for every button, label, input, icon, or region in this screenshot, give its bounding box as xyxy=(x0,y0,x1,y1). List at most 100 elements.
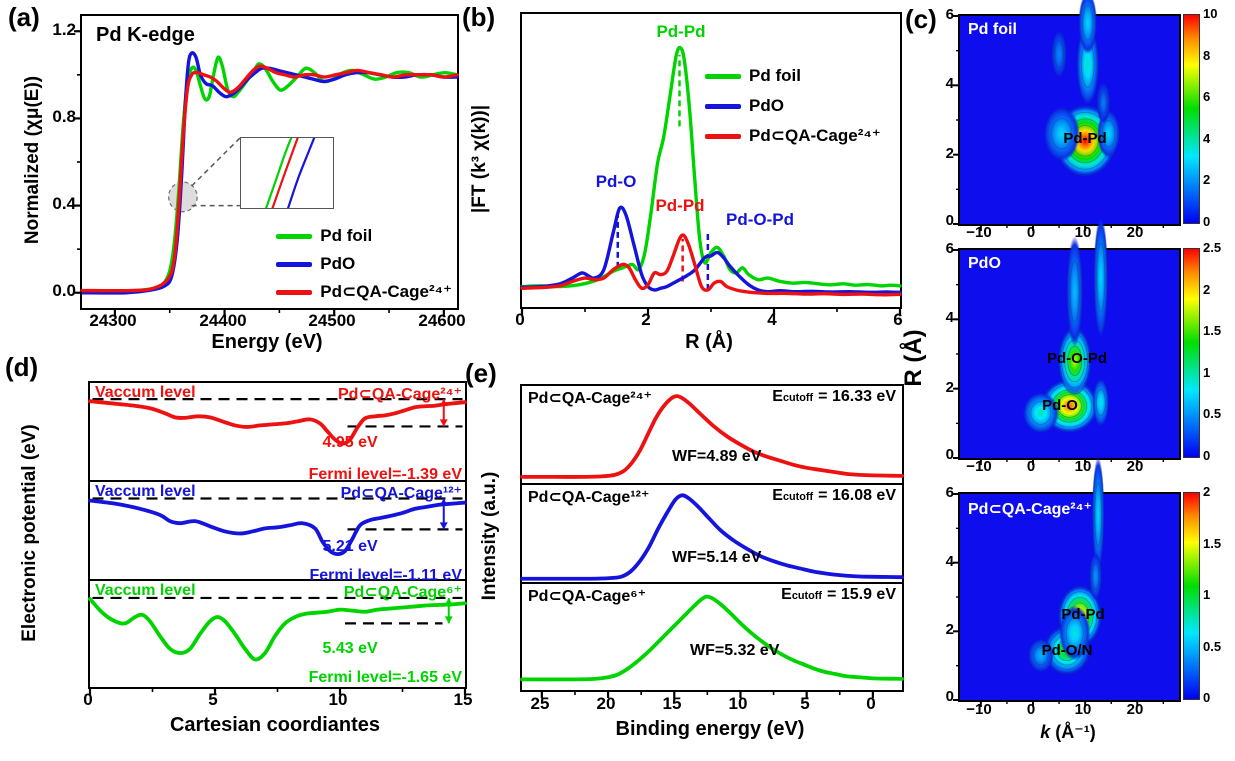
panel-d-label: (d) xyxy=(5,352,39,382)
panel-c-label: (c) xyxy=(905,4,937,34)
legend-label: Pd foil xyxy=(320,226,373,245)
legend-line-red xyxy=(705,133,741,139)
y-tick-label: 0.0 xyxy=(52,281,76,300)
heatmap-label-pd-pd: Pd-Pd xyxy=(1063,130,1107,147)
panel-a-plot: Pd K-edge Pd foil PdO Pd⊂QA-Cage²⁴⁺ xyxy=(74,14,459,316)
y-tick-label: 6 xyxy=(945,6,954,23)
k-symbol: k xyxy=(1040,722,1051,742)
colorbar-tick: 0.5 xyxy=(1203,406,1222,422)
workfunction-gap-label: 5.43 eV xyxy=(322,640,378,658)
x-tick-label: 0 xyxy=(1026,701,1036,718)
y-tick-label: 4 xyxy=(945,553,954,570)
workfunction-label: WF=4.89 eV xyxy=(672,448,762,465)
panel-a-legend: Pd foil PdO Pd⊂QA-Cage²⁴⁺ xyxy=(276,226,452,302)
y-tick-label: 4 xyxy=(945,309,954,326)
workfunction-gap-label: 5.21 eV xyxy=(322,537,378,555)
colorbar xyxy=(1183,492,1200,700)
cutoff-value: = 16.08 eV xyxy=(818,487,896,504)
panel-d-chart-red xyxy=(88,398,467,446)
y-tick-label: 2 xyxy=(945,145,954,162)
x-tick-label: 10 xyxy=(328,690,348,709)
panel-a-inset-chart xyxy=(264,138,316,208)
cutoff-e: E xyxy=(772,388,783,405)
x-tick-label: −10 xyxy=(966,701,992,718)
panel-b-plot: Pd-Pd Pd-O Pd-Pd Pd-O-Pd Pd foil PdO Pd⊂… xyxy=(520,12,902,315)
colorbar-tick: 0 xyxy=(1203,447,1211,463)
y-tick-label: 0 xyxy=(945,446,954,463)
panel-b-legend: Pd foil PdO Pd⊂QA-Cage²⁴⁺ xyxy=(705,66,881,146)
x-tick-label: 0 xyxy=(515,310,525,329)
colorbar-tick: 8 xyxy=(1203,47,1211,63)
heatmap-cage-canvas xyxy=(953,456,1179,707)
heatmap-label-pd-pd: Pd-Pd xyxy=(1061,606,1105,623)
x-tick-label: 24400 xyxy=(199,311,247,330)
panel-e-chart-blue xyxy=(520,493,904,581)
heatmap-title: Pd foil xyxy=(968,21,1017,38)
colorbar xyxy=(1183,14,1200,224)
x-tick-label: 25 xyxy=(530,694,550,713)
vacuum-label: Vaccum level xyxy=(95,483,196,500)
heatmap-pdo: PdO Pd-O-Pd Pd-O xyxy=(953,215,1181,465)
colorbar-tick: 2.5 xyxy=(1203,240,1222,255)
panel-a-chart xyxy=(74,30,459,316)
colorbar-tick: 2 xyxy=(1203,484,1211,499)
vacuum-label: Vaccum level xyxy=(95,384,196,401)
legend-label: Pd⊂QA-Cage²⁴⁺ xyxy=(749,126,881,145)
y-tick-label: 4 xyxy=(945,75,954,92)
peak-label-pd-o: Pd-O xyxy=(595,172,637,191)
legend-label: PdO xyxy=(749,96,784,115)
y-tick-label: 6 xyxy=(945,484,954,501)
cutoff-e: E xyxy=(781,586,792,603)
panel-d-sub1: Vaccum level Pd⊂QA-Cage²⁴⁺ 4.95 eV Fermi… xyxy=(88,381,467,486)
x-tick-label: 0 xyxy=(83,690,93,709)
cutoff-sub: cutoff xyxy=(782,491,814,503)
cutoff-sub: cutoff xyxy=(791,590,823,602)
cutoff-value: = 16.33 eV xyxy=(818,388,896,405)
x-tick-label: 0 xyxy=(1026,224,1036,241)
colorbar-tick: 1 xyxy=(1203,587,1211,602)
panel-d-chart-green xyxy=(88,596,467,695)
legend-item: Pd foil xyxy=(276,226,452,246)
x-tick-label: 20 xyxy=(1126,701,1144,718)
x-tick-label: −10 xyxy=(966,458,992,475)
panel-e-y-axis-title: Intensity (a.u.) xyxy=(479,471,500,601)
panel-a-x-axis-title: Energy (eV) xyxy=(211,331,323,353)
panel-a-inset xyxy=(240,137,334,209)
legend-item: Pd⊂QA-Cage²⁴⁺ xyxy=(705,126,881,146)
colorbar-tick: 1.5 xyxy=(1203,535,1222,551)
x-tick-label: 20 xyxy=(596,694,616,713)
x-tick-label: 20 xyxy=(1126,458,1144,475)
x-tick-label: 10 xyxy=(1074,458,1092,475)
panel-d-chart-blue xyxy=(88,497,467,556)
y-tick-label: 6 xyxy=(945,240,954,257)
heatmap-label-pd-o-n: Pd-O/N xyxy=(1041,642,1093,659)
x-tick-label: −10 xyxy=(966,224,992,241)
x-tick-label: 2 xyxy=(641,310,651,329)
panel-e-chart-red xyxy=(520,394,904,479)
x-tick-label: 10 xyxy=(1074,701,1092,718)
y-tick-label: 2 xyxy=(945,621,954,638)
workfunction-label: WF=5.14 eV xyxy=(672,549,762,566)
cage-label: Pd⊂QA-Cage¹²⁺ xyxy=(340,485,462,502)
heatmap-label-pd-o: Pd-O xyxy=(1042,397,1078,414)
x-tick-label: 6 xyxy=(893,310,903,329)
cage-label: Pd⊂QA-Cage¹²⁺ xyxy=(528,489,650,506)
cage-label: Pd⊂QA-Cage⁶⁺ xyxy=(343,584,462,601)
colorbar-tick: 2 xyxy=(1203,281,1211,297)
x-tick-label: 24300 xyxy=(89,311,137,330)
cutoff-value: = 15.9 eV xyxy=(827,586,896,603)
x-tick-label: 4 xyxy=(767,310,777,329)
heatmap-title: Pd⊂QA-Cage²⁴⁺ xyxy=(968,501,1092,518)
legend-item: PdO xyxy=(276,254,452,274)
colorbar-tick: 6 xyxy=(1203,89,1211,105)
legend-item: Pd foil xyxy=(705,66,881,86)
panel-c-y-axis-title: R (Å) xyxy=(900,329,927,387)
workfunction-label: WF=5.32 eV xyxy=(690,642,780,659)
panel-b-y-axis-title: |FT (k³ χ(k))| xyxy=(469,104,490,214)
panel-a-title: Pd K-edge xyxy=(96,24,195,46)
legend-line-blue xyxy=(276,261,313,267)
panel-e-label: (e) xyxy=(465,358,497,388)
